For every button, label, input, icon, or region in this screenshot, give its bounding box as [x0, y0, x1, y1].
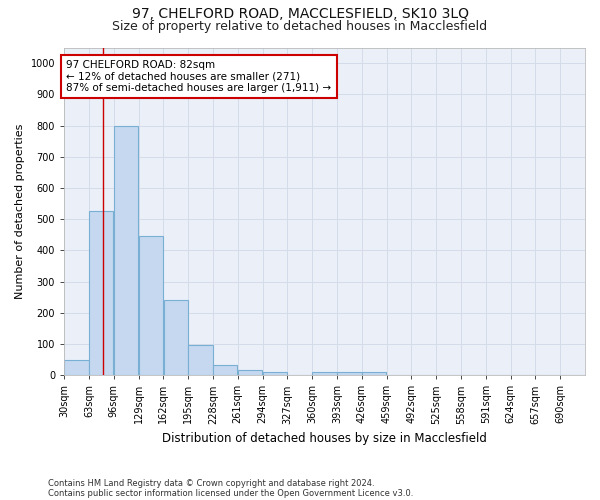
Bar [313, 372, 337, 375]
Y-axis label: Number of detached properties: Number of detached properties [15, 124, 25, 299]
Text: 97, CHELFORD ROAD, MACCLESFIELD, SK10 3LQ: 97, CHELFORD ROAD, MACCLESFIELD, SK10 3L… [131, 8, 469, 22]
Bar [164, 300, 188, 375]
Bar [213, 365, 238, 375]
Text: Contains public sector information licensed under the Open Government Licence v3: Contains public sector information licen… [48, 488, 413, 498]
Bar [238, 370, 262, 375]
Bar [89, 212, 113, 375]
Text: Size of property relative to detached houses in Macclesfield: Size of property relative to detached ho… [112, 20, 488, 33]
Text: 97 CHELFORD ROAD: 82sqm
← 12% of detached houses are smaller (271)
87% of semi-d: 97 CHELFORD ROAD: 82sqm ← 12% of detache… [67, 60, 331, 93]
Text: Contains HM Land Registry data © Crown copyright and database right 2024.: Contains HM Land Registry data © Crown c… [48, 478, 374, 488]
Bar [337, 372, 362, 375]
Bar [114, 126, 138, 375]
Bar [362, 372, 386, 375]
X-axis label: Distribution of detached houses by size in Macclesfield: Distribution of detached houses by size … [162, 432, 487, 445]
Bar [64, 360, 89, 375]
Bar [188, 345, 212, 375]
Bar [139, 236, 163, 375]
Bar [263, 372, 287, 375]
